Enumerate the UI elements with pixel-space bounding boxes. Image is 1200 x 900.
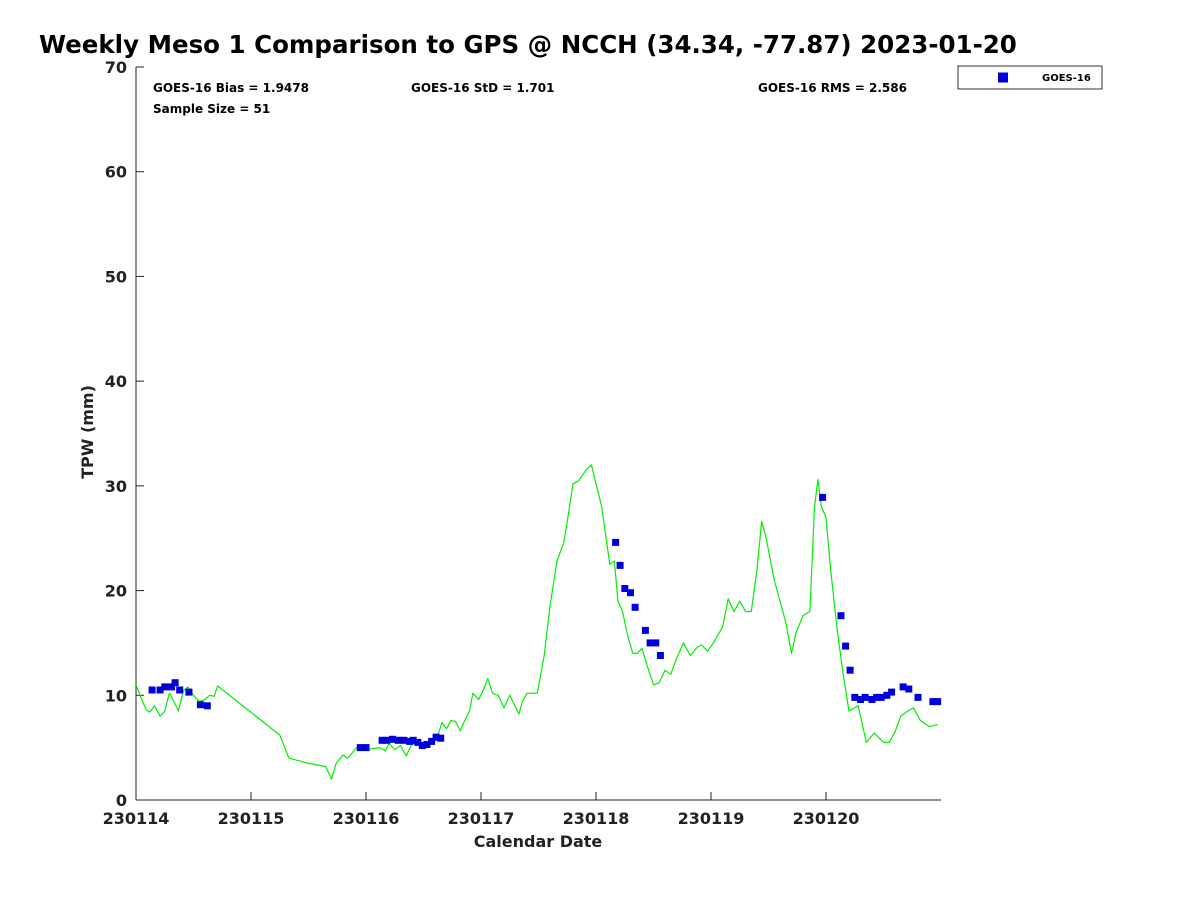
x-tick-label: 230118: [563, 809, 630, 828]
goes16-point: [196, 701, 204, 709]
goes16-point: [846, 666, 854, 674]
legend-marker: [998, 72, 1008, 83]
goes16-point: [851, 693, 859, 701]
goes16-point: [362, 744, 370, 752]
y-tick-label: 50: [105, 267, 127, 286]
goes16-point: [409, 736, 417, 744]
goes16-point: [905, 685, 913, 693]
goes16-point: [842, 642, 850, 650]
goes16-point: [631, 603, 639, 611]
goes16-point: [414, 738, 422, 746]
goes16-point: [837, 612, 845, 620]
goes16-point: [641, 626, 649, 634]
x-tick-label: 230114: [103, 809, 170, 828]
goes16-point: [868, 696, 876, 703]
goes16-point: [389, 735, 396, 743]
goes16-point: [857, 696, 864, 703]
goes16-point: [616, 561, 624, 569]
goes16-point: [883, 691, 891, 699]
goes16-point: [819, 493, 827, 501]
goes16-point: [914, 693, 922, 701]
goes16-point: [378, 736, 386, 744]
std-stat: GOES-16 StD = 1.701: [411, 81, 554, 95]
goes16-point: [621, 585, 629, 592]
legend: GOES-16: [957, 65, 1103, 90]
bias-stat: GOES-16 Bias = 1.9478: [153, 81, 309, 95]
legend-box: [957, 65, 1103, 90]
sample-size-stat: Sample Size = 51: [153, 102, 270, 116]
y-tick-label: 70: [105, 58, 127, 77]
goes16-point: [656, 652, 664, 659]
y-tick-label: 10: [105, 686, 127, 705]
goes16-point: [877, 693, 885, 701]
x-tick-label: 230120: [793, 809, 860, 828]
goes16-point: [418, 742, 426, 749]
goes16-point: [934, 698, 942, 706]
y-tick-label: 60: [105, 163, 127, 182]
goes16-point: [400, 736, 408, 744]
goes16-point: [356, 744, 364, 752]
goes16-point: [171, 679, 179, 687]
goes16-point: [185, 688, 193, 696]
goes16-point: [161, 683, 169, 691]
goes16-point: [394, 736, 402, 744]
goes16-point: [652, 639, 660, 647]
legend-label: GOES-16: [1042, 73, 1091, 84]
goes16-point: [873, 693, 881, 701]
goes16-point: [176, 686, 184, 694]
goes16-point: [383, 736, 391, 744]
plot-area: [135, 464, 942, 780]
goes16-point: [168, 683, 176, 691]
y-axis-label: TPW (mm): [78, 385, 97, 479]
y-tick-label: 0: [116, 791, 127, 810]
goes16-point: [156, 686, 164, 694]
rms-stat: GOES-16 RMS = 2.586: [758, 81, 907, 95]
goes16-point: [929, 698, 937, 706]
gps-tpw-line: [135, 464, 938, 780]
goes16-point: [148, 686, 156, 694]
y-tick-label: 20: [105, 582, 127, 601]
goes16-point: [646, 639, 654, 647]
x-tick-label: 230115: [218, 809, 285, 828]
goes16-point: [437, 734, 445, 742]
chart-title: Weekly Meso 1 Comparison to GPS @ NCCH (…: [39, 30, 1017, 59]
goes16-point: [432, 733, 440, 741]
goes16-point: [428, 737, 436, 745]
x-tick-label: 230117: [448, 809, 515, 828]
goes16-point: [861, 693, 869, 701]
goes16-point: [612, 538, 620, 546]
x-tick-label: 230119: [678, 809, 745, 828]
y-tick-label: 30: [105, 477, 127, 496]
goes16-point: [899, 683, 907, 691]
axes: 0 10 20 30 40 50 60 70 230114 230115 230116 230117 2…: [103, 58, 941, 828]
x-axis-label: Calendar Date: [474, 832, 603, 851]
goes16-point: [423, 741, 431, 748]
y-tick-label: 40: [105, 372, 127, 391]
goes16-point: [627, 589, 634, 597]
goes16-point: [203, 702, 211, 710]
goes16-point: [888, 688, 896, 696]
x-tick-label: 230116: [333, 809, 400, 828]
